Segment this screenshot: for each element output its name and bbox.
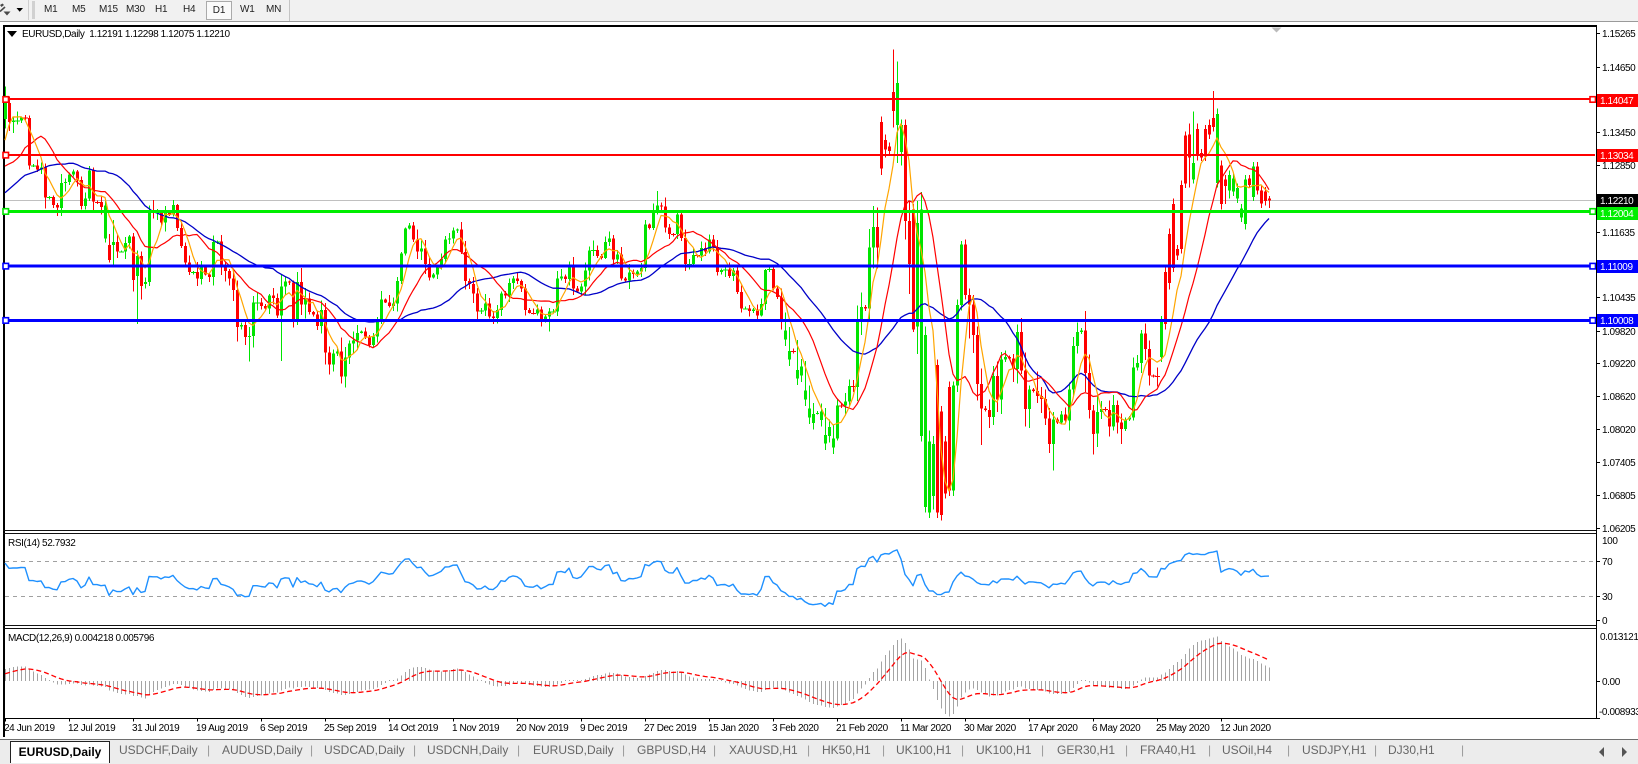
svg-text:6 May 2020: 6 May 2020 — [1092, 723, 1141, 734]
svg-text:1.11635: 1.11635 — [1602, 228, 1635, 239]
svg-text:1.09220: 1.09220 — [1602, 359, 1636, 370]
svg-text:6 Sep 2019: 6 Sep 2019 — [260, 723, 308, 734]
svg-text:70: 70 — [1602, 557, 1613, 568]
svg-text:1.06205: 1.06205 — [1602, 524, 1636, 535]
svg-text:9 Dec 2019: 9 Dec 2019 — [580, 723, 628, 734]
svg-text:25 Sep 2019: 25 Sep 2019 — [324, 723, 377, 734]
svg-text:1.07405: 1.07405 — [1602, 458, 1636, 469]
svg-text:MACD(12,26,9) 0.004218 0.00579: MACD(12,26,9) 0.004218 0.005796 — [8, 633, 155, 644]
svg-text:25 May 2020: 25 May 2020 — [1156, 723, 1210, 734]
svg-text:1.13450: 1.13450 — [1602, 128, 1636, 139]
svg-text:EURUSD,Daily 1.12191 1.12298: EURUSD,Daily 1.12191 1.12298 1.12075 1.1… — [22, 29, 231, 40]
svg-text:21 Feb 2020: 21 Feb 2020 — [836, 723, 889, 734]
svg-text:1.12850: 1.12850 — [1602, 161, 1636, 172]
svg-text:1.08020: 1.08020 — [1602, 425, 1636, 436]
svg-text:17 Apr 2020: 17 Apr 2020 — [1028, 723, 1078, 734]
svg-text:-0.008933: -0.008933 — [1599, 707, 1638, 718]
svg-text:1.09820: 1.09820 — [1602, 327, 1636, 338]
svg-text:27 Dec 2019: 27 Dec 2019 — [644, 723, 697, 734]
svg-text:RSI(14) 52.7932: RSI(14) 52.7932 — [8, 538, 76, 549]
svg-text:12 Jun 2020: 12 Jun 2020 — [1220, 723, 1271, 734]
svg-text:19 Aug 2019: 19 Aug 2019 — [196, 723, 249, 734]
svg-text:0.013121: 0.013121 — [1600, 632, 1638, 643]
svg-text:30: 30 — [1602, 592, 1613, 603]
svg-text:1.06805: 1.06805 — [1602, 491, 1636, 502]
svg-text:15 Jan 2020: 15 Jan 2020 — [708, 723, 759, 734]
svg-text:1.10435: 1.10435 — [1602, 293, 1636, 304]
svg-text:24 Jun 2019: 24 Jun 2019 — [4, 723, 55, 734]
svg-text:14 Oct 2019: 14 Oct 2019 — [388, 723, 439, 734]
svg-text:0: 0 — [1602, 616, 1608, 627]
svg-text:1.08620: 1.08620 — [1602, 392, 1636, 403]
svg-text:1.11009: 1.11009 — [1600, 262, 1633, 273]
svg-text:1.10008: 1.10008 — [1600, 316, 1634, 327]
svg-text:1.15265: 1.15265 — [1602, 29, 1636, 40]
svg-text:30 Mar 2020: 30 Mar 2020 — [964, 723, 1017, 734]
svg-text:31 Jul 2019: 31 Jul 2019 — [132, 723, 180, 734]
svg-text:20 Nov 2019: 20 Nov 2019 — [516, 723, 569, 734]
svg-text:100: 100 — [1602, 536, 1618, 547]
svg-text:3 Feb 2020: 3 Feb 2020 — [772, 723, 819, 734]
svg-text:12 Jul 2019: 12 Jul 2019 — [68, 723, 116, 734]
svg-text:11 Mar 2020: 11 Mar 2020 — [900, 723, 952, 734]
svg-text:1.13034: 1.13034 — [1600, 151, 1634, 162]
svg-text:1 Nov 2019: 1 Nov 2019 — [452, 723, 500, 734]
svg-text:1.14047: 1.14047 — [1600, 96, 1634, 107]
svg-text:1.14650: 1.14650 — [1602, 63, 1636, 74]
svg-text:1.12004: 1.12004 — [1600, 209, 1634, 220]
svg-text:0.00: 0.00 — [1602, 677, 1621, 688]
svg-text:1.12210: 1.12210 — [1600, 196, 1634, 207]
